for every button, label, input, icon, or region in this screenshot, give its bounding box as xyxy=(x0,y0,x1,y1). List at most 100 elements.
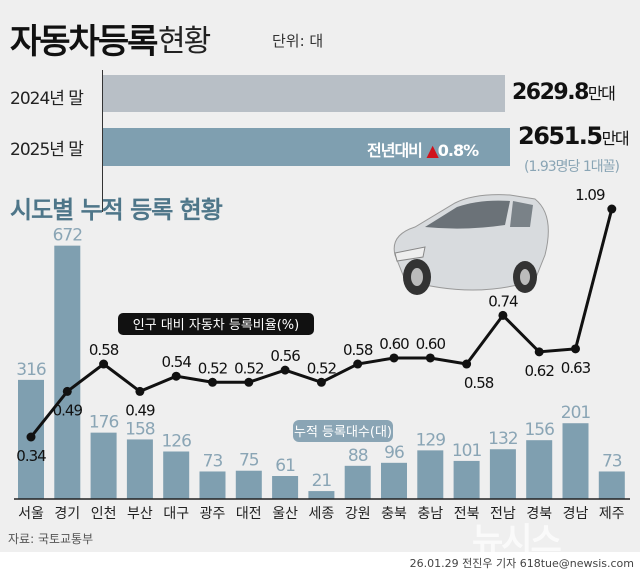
value-2024: 2629.8만대 xyxy=(512,80,616,105)
ratio-point xyxy=(462,359,472,369)
line-legend-box xyxy=(118,313,314,335)
x-tick-label: 경남 xyxy=(563,506,589,522)
bar-인천 xyxy=(90,432,117,499)
bar-울산 xyxy=(272,476,299,499)
summary-label-2025: 2025년 말 xyxy=(10,140,84,160)
bar-충남 xyxy=(417,450,444,499)
value-2024-unit: 만대 xyxy=(587,84,616,103)
bar-강원 xyxy=(344,465,371,499)
ratio-point xyxy=(353,359,363,369)
bar-value-label: 73 xyxy=(203,451,223,471)
bar-value-label: 158 xyxy=(125,419,155,439)
ratio-value-label: 0.60 xyxy=(416,335,446,353)
x-tick-label: 경북 xyxy=(526,506,552,522)
ratio-value-label: 0.58 xyxy=(464,374,494,392)
ratio-point xyxy=(389,353,399,363)
ratio-value-label: 0.54 xyxy=(161,353,191,371)
ratio-value-label: 0.60 xyxy=(379,335,409,353)
ratio-point xyxy=(171,371,181,381)
per-capita-note: (1.93명당 1대꼴) xyxy=(524,159,620,175)
ratio-point xyxy=(135,386,145,396)
bar-value-label: 126 xyxy=(161,431,191,451)
ratio-value-label: 0.49 xyxy=(125,401,155,419)
value-2025-unit: 만대 xyxy=(601,129,630,148)
bar-경기 xyxy=(54,245,81,499)
x-tick-label: 전남 xyxy=(490,506,516,522)
ratio-value-label: 0.52 xyxy=(234,359,264,377)
ratio-point xyxy=(99,359,109,369)
bar-value-label: 96 xyxy=(384,443,404,463)
ratio-point xyxy=(607,204,617,214)
bar-경남 xyxy=(562,423,589,499)
ratio-point xyxy=(534,347,544,357)
source: 자료: 국토교통부 xyxy=(8,532,94,546)
ratio-value-label: 0.34 xyxy=(16,447,46,465)
car-icon xyxy=(393,194,549,295)
x-tick-labels: 서울 경기 인천 부산 대구 광주 대전 울산 세종 강원 충북 충남 전북 전남 경북 경남 제주 xyxy=(18,506,625,522)
ratio-point xyxy=(280,365,290,375)
unit-label: 단위: 대 xyxy=(272,32,324,50)
x-tick-label: 경기 xyxy=(54,506,80,522)
ratio-value-label: 0.74 xyxy=(488,292,518,310)
bar-value-label: 21 xyxy=(312,471,332,491)
chart-title: 시도별 누적 등록 현황 xyxy=(10,196,223,224)
bar-value-label: 201 xyxy=(561,403,591,423)
summary-bar-2024 xyxy=(103,75,505,112)
summary-label-2024: 2024년 말 xyxy=(10,89,84,109)
bar-세종 xyxy=(308,491,335,499)
bar-제주 xyxy=(598,471,625,499)
x-tick-label: 서울 xyxy=(18,506,44,522)
ratio-point xyxy=(571,344,580,354)
yoy-label: 전년대비 xyxy=(367,141,423,160)
bar-legend: 누적 등록대수(대) xyxy=(294,425,392,440)
bar-충북 xyxy=(381,462,407,499)
bar-전남 xyxy=(489,449,516,499)
x-tick-label: 충북 xyxy=(381,506,407,522)
x-tick-label: 광주 xyxy=(200,506,226,522)
value-2025-number: 2651.5 xyxy=(518,122,603,150)
bar-전북 xyxy=(453,460,480,499)
ratio-value-label: 0.63 xyxy=(561,359,591,377)
ratio-value-label: 1.09 xyxy=(575,186,605,204)
ratio-point xyxy=(244,377,254,387)
line-legend: 인구 대비 자동차 등록비율(%) xyxy=(133,318,299,333)
bar-value-label: 75 xyxy=(239,451,259,471)
line-group: 0.34 0.49 0.58 0.49 0.54 0.52 0.52 0.56 0.52 0.58… xyxy=(16,186,617,465)
ratio-point xyxy=(316,377,326,387)
up-arrow-icon: ▲ xyxy=(426,141,438,160)
bar-대구 xyxy=(163,451,190,499)
bar-경북 xyxy=(526,440,553,499)
ratio-value-label: 0.58 xyxy=(343,341,373,359)
credit: 26.01.29 전진우 기자 618tue@newsis.com xyxy=(409,557,634,570)
ratio-value-label: 0.52 xyxy=(198,359,228,377)
bar-부산 xyxy=(126,439,153,499)
x-tick-label: 대전 xyxy=(236,506,262,522)
x-tick-label: 강원 xyxy=(345,506,371,522)
ratio-point xyxy=(425,353,435,363)
yoy-change: 전년대비 ▲0.8% xyxy=(367,137,479,161)
bar-value-label: 101 xyxy=(452,441,482,461)
watermark-logo: 뉴시스 xyxy=(472,521,562,561)
bar-value-label: 316 xyxy=(16,360,46,380)
x-tick-label: 대구 xyxy=(163,506,189,522)
bar-value-label: 156 xyxy=(524,420,554,440)
ratio-value-label: 0.56 xyxy=(270,347,300,365)
bar-legend-box xyxy=(293,420,393,442)
value-2025: 2651.5만대 xyxy=(518,122,630,150)
x-tick-label: 울산 xyxy=(272,506,298,522)
page-title-suffix: 현황 xyxy=(158,24,211,59)
x-tick-label: 세종 xyxy=(309,506,335,522)
x-tick-label: 인천 xyxy=(91,506,117,522)
bar-value-label: 176 xyxy=(89,413,119,433)
ratio-point xyxy=(498,310,508,320)
ratio-value-label: 0.62 xyxy=(524,362,554,380)
summary-bar-2025 xyxy=(103,128,510,166)
ratio-value-label: 0.52 xyxy=(307,359,337,377)
bar-대전 xyxy=(235,470,262,499)
x-tick-label: 충남 xyxy=(417,506,443,522)
x-tick-label: 제주 xyxy=(599,506,625,522)
ratio-point xyxy=(26,432,36,442)
bar-value-label: 61 xyxy=(275,456,295,476)
bars-group: 316 672 176 158 126 73 75 61 21 88 96 129 101 132 156 2… xyxy=(16,226,625,499)
yoy-value: 0.8% xyxy=(437,141,479,160)
